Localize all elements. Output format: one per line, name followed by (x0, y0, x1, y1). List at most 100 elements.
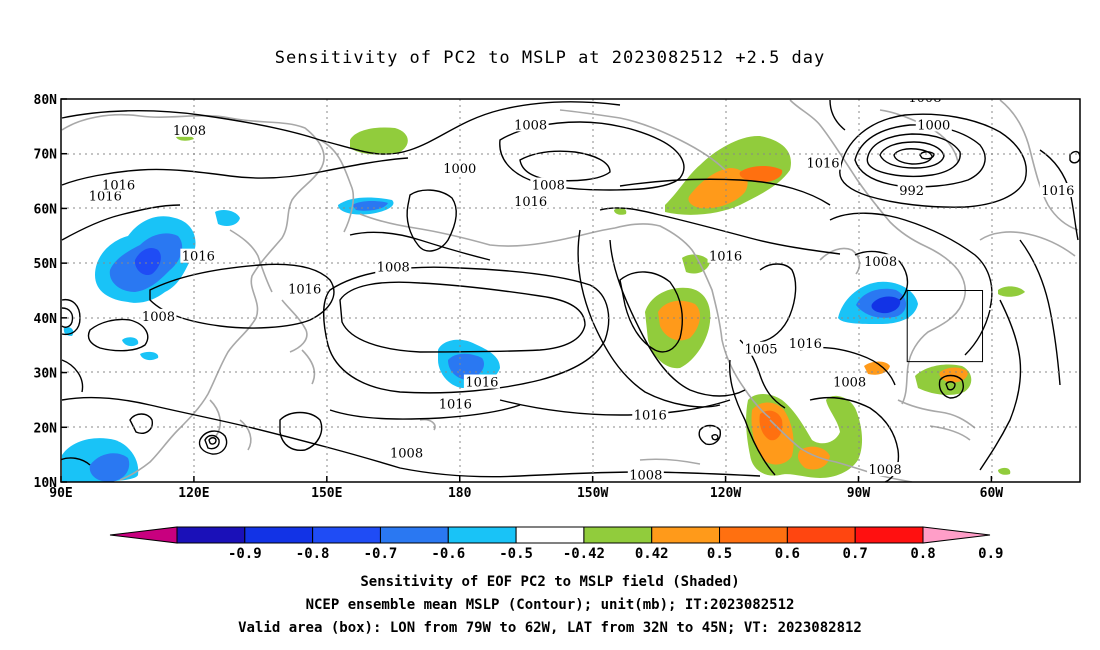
contour-label: 1008 (173, 124, 206, 139)
shade-blue (871, 296, 901, 314)
contour-label: 1016 (634, 408, 667, 423)
x-tick-label: 150E (311, 486, 342, 501)
colorbar-label: -0.9 (228, 546, 262, 562)
contour-label-bg (805, 155, 842, 170)
contour-label: 1016 (89, 189, 122, 204)
contour-label-bg (787, 336, 824, 351)
contour-label: 1008 (390, 447, 423, 462)
colorbar-swatch (312, 526, 381, 544)
y-tick-label: 20N (34, 421, 58, 436)
colorbar-swatch (176, 526, 246, 544)
contour-label-bg (437, 396, 474, 411)
contour-label: 1016 (102, 179, 135, 194)
contour-labels: 1008101610161016100810161008100810001008… (87, 91, 1076, 484)
contour-label: 1000 (917, 118, 950, 133)
shade-green (998, 286, 1025, 297)
shade-orange (658, 300, 701, 341)
contour-label: 1008 (908, 91, 941, 106)
contour-label-bg (171, 122, 208, 137)
contour-label: 1016 (465, 376, 498, 391)
colorbar-label: -0.5 (499, 546, 533, 562)
x-tick-label: 90E (49, 486, 72, 501)
contour-label-bg (286, 281, 323, 296)
shade-orange (739, 166, 783, 183)
shade-orange (688, 168, 748, 209)
colorbar-swatch (244, 526, 314, 544)
colorbar-label: 0.9 (978, 546, 1003, 562)
contour-label-bg (867, 462, 904, 477)
colorbar-label: 0.8 (910, 546, 935, 562)
x-tick-label: 90W (847, 486, 871, 501)
contour-label-bg (906, 99, 943, 104)
contour-label-bg (707, 248, 744, 263)
colorbar-label: 0.7 (843, 546, 868, 562)
shade-blue (89, 453, 130, 482)
contour-label: 1016 (514, 195, 547, 210)
y-tick-label: 50N (34, 257, 58, 272)
coastlines (61, 99, 1079, 482)
plot-frame (60, 98, 1081, 483)
footer-line-1: Sensitivity of EOF PC2 to MSLP field (Sh… (360, 574, 740, 590)
contour-label-bg (862, 254, 899, 269)
colorbar-swatch (651, 526, 721, 544)
colorbar-swatch (379, 526, 449, 544)
contour-label: 1016 (789, 337, 822, 352)
contour-label-bg (512, 193, 549, 208)
colorbar-swatch (854, 526, 924, 544)
colorbar-end-high (922, 526, 991, 544)
shade-blue (215, 210, 240, 226)
y-tick-label: 70N (34, 148, 58, 163)
contour-label: 1008 (377, 261, 410, 276)
valid-box-layer (906, 290, 984, 363)
contour-label-bg (388, 445, 425, 460)
contour-label-bg (441, 161, 478, 176)
contour-label: 1005 (744, 343, 777, 358)
contour-label-bg (375, 259, 412, 274)
footer-line-3: Valid area (box): LON from 79W to 62W, L… (238, 620, 862, 636)
contour-label: 1008 (869, 463, 902, 478)
contour-label: 1008 (142, 310, 175, 325)
contour-label: 1016 (182, 250, 215, 265)
contour-label: 1016 (288, 283, 321, 298)
shade-orange (864, 361, 890, 375)
contour-label: 992 (899, 184, 924, 199)
colorbar-label: -0.6 (431, 546, 465, 562)
mslp-contours (61, 99, 1080, 482)
contour-label-bg (100, 177, 137, 192)
shade-blue (134, 248, 161, 276)
colorbar-label: 0.42 (635, 546, 669, 562)
contour-label: 1016 (806, 157, 839, 172)
contour-label-bg (87, 188, 124, 203)
y-tick-label: 60N (34, 202, 58, 217)
shade-green (614, 207, 627, 215)
contour-label-bg (632, 407, 669, 422)
colorbar-label: 0.5 (707, 546, 732, 562)
contour-label-bg (140, 308, 177, 323)
y-tick-label: 80N (34, 93, 58, 108)
colorbar-swatch (786, 526, 856, 544)
x-tick-label: 150W (577, 486, 608, 501)
contour-label-bg (180, 248, 217, 263)
contour-label: 1008 (514, 118, 547, 133)
colorbar-label: 0.6 (775, 546, 800, 562)
y-tick-label: 10N (34, 476, 58, 491)
contour-label: 1008 (629, 469, 662, 484)
shade-blue (140, 351, 159, 361)
contour-label-bg (512, 117, 549, 132)
contour-label: 1016 (439, 397, 472, 412)
x-tick-label: 180 (448, 486, 472, 501)
axis-layer: 90E 120E 150E 180 150W 120W 90W 60W 80N 70N 60N 50N… (34, 93, 1004, 501)
colorbar-label: -0.7 (364, 546, 398, 562)
contour-label-bg (627, 467, 664, 482)
x-tick-label: 120E (178, 486, 209, 501)
contour-label-bg (530, 177, 567, 192)
shade-blue (122, 337, 139, 347)
contour-label-bg (463, 374, 500, 389)
colorbar-label: -0.42 (563, 546, 605, 562)
chart-title: Sensitivity of PC2 to MSLP at 2023082512… (274, 48, 826, 68)
colorbar: -0.9 -0.8 -0.7 -0.6 -0.5 -0.42 0.42 0.5 0.6 0.7 0.… (109, 526, 1003, 562)
contour-label-bg (1039, 183, 1076, 198)
y-tick-label: 30N (34, 367, 58, 382)
colorbar-swatch (515, 526, 585, 544)
